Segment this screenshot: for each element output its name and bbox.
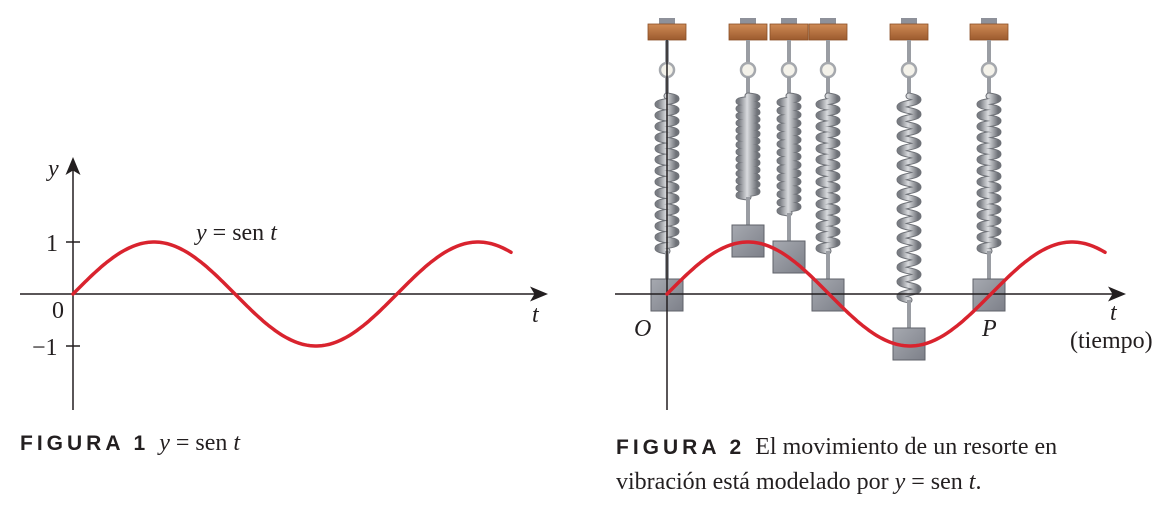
spring-rod [987,251,991,279]
wood-mount [647,23,687,41]
wood-mount [889,23,929,41]
hanger-ring [900,61,918,79]
hanger-rod [907,40,911,64]
figure-2-caption-var: y [894,469,906,495]
spring-coil [897,93,921,303]
hanger-rod-lower [746,77,750,96]
wood-mount [808,23,848,41]
figure-2-caption-line-1: FIGURA 2 El movimiento de un resorte en [616,430,1057,465]
mount-bolt [659,18,675,24]
fig1-tick-label-zero: 0 [52,298,64,324]
mount-bolt [981,18,997,24]
hanger-ring [780,61,798,79]
spring-coil [816,93,840,254]
hanger-ring [819,61,837,79]
spring-rod [907,300,911,328]
fig2-origin-label: O [634,316,651,342]
figure-2-caption-line-2: vibración está modelado por y = sen t. [616,465,1057,499]
hanger-rod-lower [787,77,791,96]
fig1-sine-curve [71,240,513,348]
wood-mount [769,23,809,41]
fig2-point-label: P [981,316,997,342]
spring-assembly-3 [769,18,809,274]
fig1-y-axis-label: y [46,156,59,182]
hanger-rod-lower [987,77,991,96]
spring-rod [746,197,750,225]
fig1-x-axis-label: t [532,302,540,328]
hanger-rod [746,40,750,64]
spring-coil [736,93,760,200]
figure-2-caption-line2-pre: vibración está modelado por [616,469,895,495]
hanger-ring [739,61,757,79]
hanger-rod-lower [826,77,830,96]
figure-1-caption-var: y [159,430,170,456]
wood-mount [969,23,1009,41]
figure-1-caption-text: = sen [169,430,234,456]
spring-group [647,18,1009,361]
fig1-tick-label-minus-one: −1 [32,335,58,361]
fig2-x-axis-label: t [1110,300,1118,326]
mount-bolt [901,18,917,24]
hanger-ring [980,61,998,79]
figure-1-caption-t: t [233,430,241,456]
figure-2-caption-line1-text: El movimiento de un resorte en [755,434,1058,460]
figure-2-caption-end: . [975,469,982,495]
figure-2-caption-t: t [968,469,976,495]
spring-rod [826,251,830,279]
spring-coil [977,93,1001,254]
figure-2-caption-text: = sen [905,469,969,495]
mount-bolt [781,18,797,24]
figure-1-caption: FIGURA 1 y = sen t [20,426,240,461]
mount-bolt [820,18,836,24]
spring-coil [777,93,801,216]
spring-assembly-5 [889,18,929,361]
wood-mount [728,23,768,41]
spring-assembly-4 [808,18,848,312]
figure-2-tag: FIGURA 2 [616,436,746,459]
spring-assembly-6 [969,18,1009,312]
figure-2-caption: FIGURA 2 El movimiento de un resorte en v… [616,430,1057,499]
fig2-sine-curve [665,240,1107,348]
mount-bolt [740,18,756,24]
fig1-tick-label-one: 1 [46,231,58,257]
hanger-rod [826,40,830,64]
hanger-rod-lower [907,77,911,96]
hanger-rod [787,40,791,64]
figure-1-tag: FIGURA 1 [20,432,150,455]
hanger-rod [987,40,991,64]
spring-assembly-2 [728,18,768,258]
spring-rod [787,213,791,241]
fig2-x-axis-sublabel: (tiempo) [1070,328,1153,354]
figure-1: y t 1 0 −1 y = sen t [20,156,548,410]
fig1-curve-label: y = sen t [194,220,278,246]
figure-2: t (tiempo) O P [615,18,1153,410]
